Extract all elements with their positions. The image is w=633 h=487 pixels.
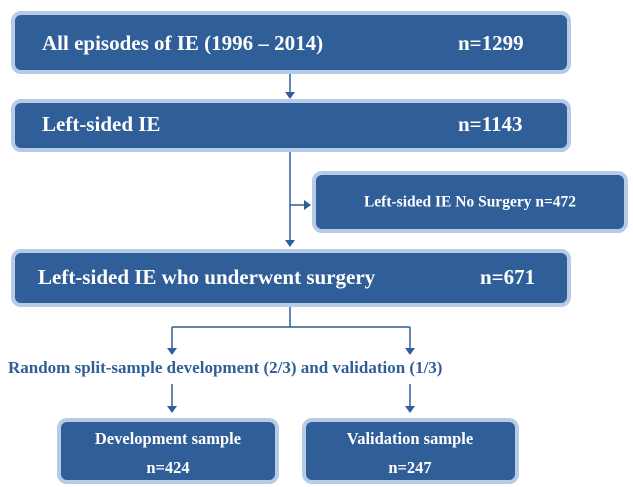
box-title: Left-sided IE [42,112,160,136]
box-count: n=247 [388,458,431,477]
connectors [167,74,415,413]
box-title: All episodes of IE (1996 – 2014) [42,31,323,55]
box [302,418,519,484]
box [11,99,571,152]
arrowhead [285,240,295,247]
box-title: Development sample [95,429,241,448]
arrowhead [167,348,177,355]
box-count: n=671 [480,265,535,289]
arrowhead [167,406,177,413]
arrowhead [285,92,295,99]
box-count: n=1143 [458,112,523,136]
arrowhead [405,406,415,413]
box-title: Validation sample [347,429,473,448]
box-title: Left-sided IE who underwent surgery [38,265,376,289]
arrowhead [304,200,311,210]
split-label: Random split-sample development (2/3) an… [8,358,442,377]
box-title: Left-sided IE No Surgery n=472 [364,194,576,211]
box [57,418,279,484]
arrowhead [405,348,415,355]
box [11,249,571,307]
box [11,11,571,74]
box [312,171,628,233]
box-count: n=1299 [458,31,524,55]
box-count: n=424 [146,458,189,477]
